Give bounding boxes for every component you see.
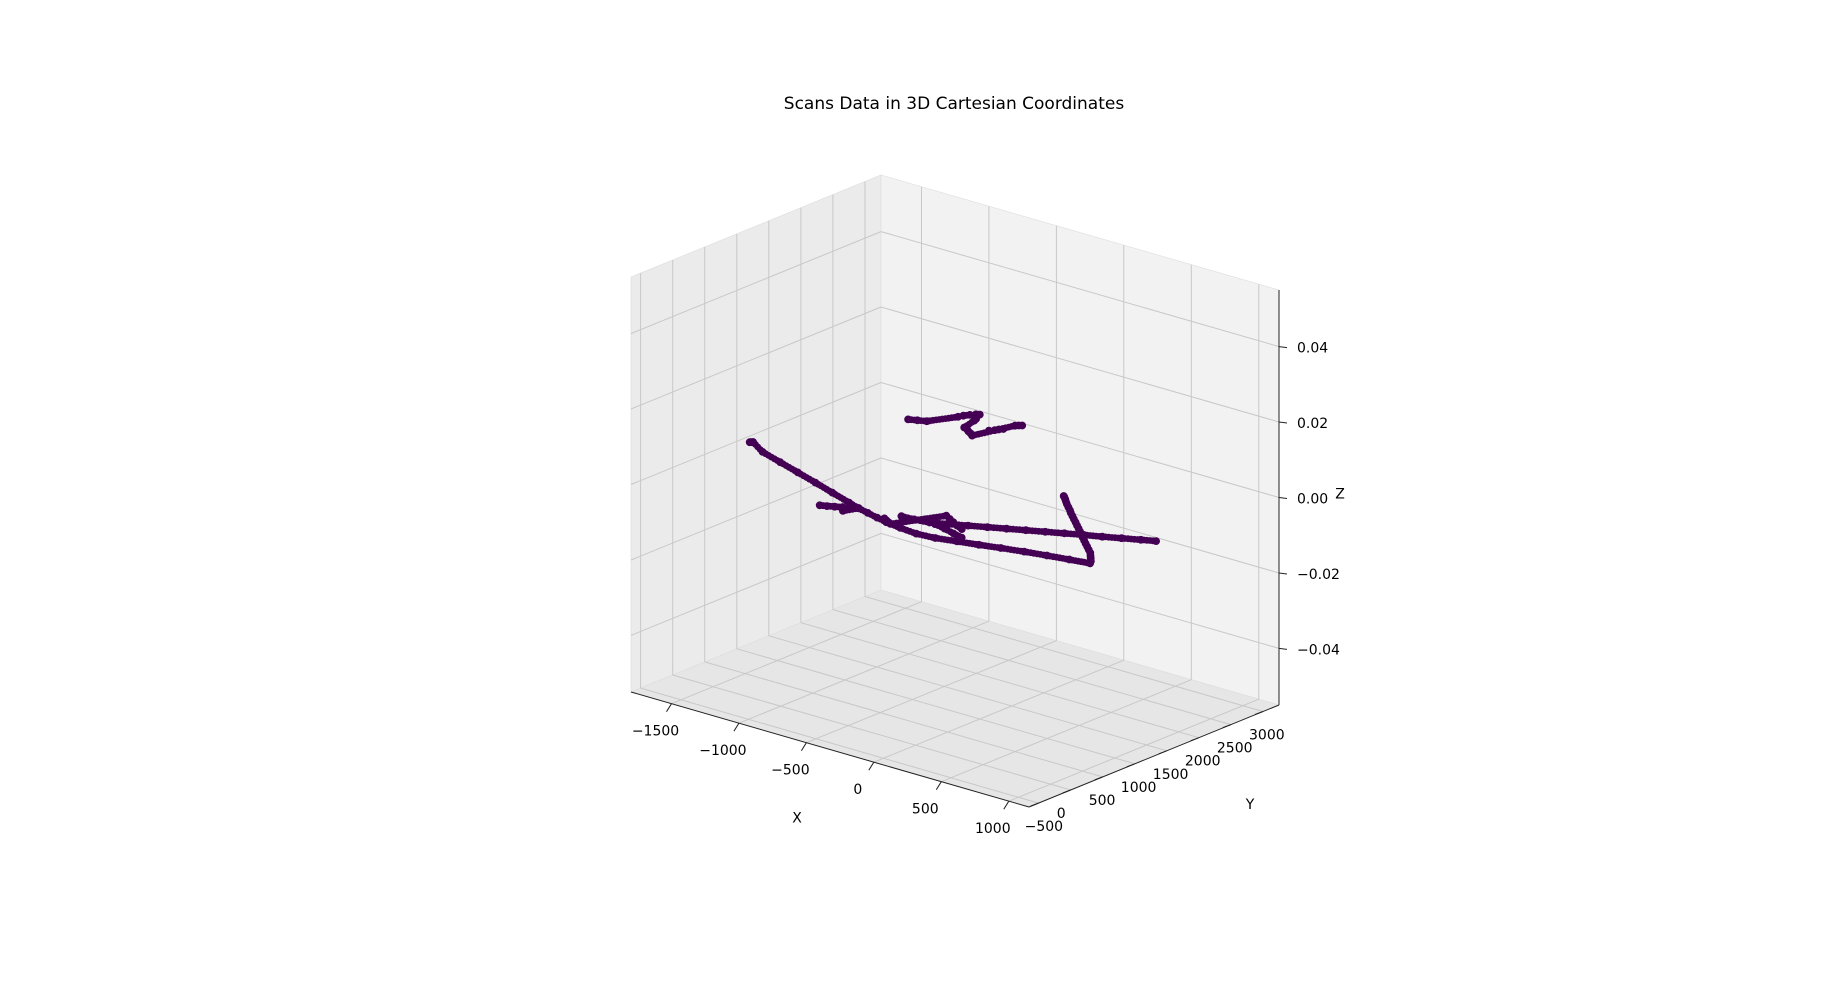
axis-panes [630,174,1280,808]
axes [630,290,1288,810]
scatter-points [745,410,1160,568]
z-tick [1278,346,1288,349]
grid-y-floor [704,661,1103,778]
z-tick-label: −0.02 [1297,567,1340,583]
y-tick [1062,789,1071,794]
scatter-point [1018,421,1027,430]
x-axis-label: X [792,811,802,827]
grid-z-left [630,306,882,410]
grid-z-back [880,457,1280,574]
scatter-point [1152,537,1160,545]
z-tick [1278,421,1288,424]
grid-z-back [880,532,1280,649]
grid-lines [630,181,1280,804]
grid-y-floor [832,609,1232,726]
y-tick-label: −500 [1025,819,1063,835]
y-tick [1254,711,1264,715]
scatter-point [957,533,966,542]
z-tick-label: −0.04 [1297,642,1340,658]
y-tick-label: 2000 [1185,754,1221,770]
z-tick [1278,647,1288,650]
z-tick-label: 0.04 [1297,341,1328,357]
z-axis-label: Z [1335,487,1345,503]
grid-y-floor [768,635,1167,752]
z-tick-label: 0.02 [1297,416,1328,432]
y-tick-label: 1000 [1121,780,1157,796]
z-tick [1278,497,1288,499]
grid-z-back [880,306,1280,423]
grid-z-back [880,382,1280,498]
y-tick [1222,724,1232,729]
x-tick [666,703,672,712]
x-tick [935,781,942,790]
x-tick [868,761,875,771]
y-tick [1158,750,1167,755]
x-tick-label: 0 [853,782,862,798]
x-tick [800,742,807,751]
x-tick-label: 1000 [975,821,1011,837]
chart-title: Scans Data in 3D Cartesian Coordinates [784,94,1125,114]
grid-z-left [630,457,882,561]
grid-y-floor [640,687,1039,804]
z-tick-label: 0.00 [1297,492,1328,508]
y-tick [1190,737,1200,742]
y-tick [1126,763,1135,768]
scatter-point [1059,492,1068,500]
x-tick-label: −1500 [632,724,679,740]
y-tick [1094,776,1103,781]
y-axis-label: Y [1245,797,1255,813]
grid-z-left [630,231,882,335]
y-tick-label: 1500 [1153,767,1189,783]
grid-z-back [880,231,1280,348]
z-tick [1278,572,1288,575]
grid-y-floor [800,622,1200,739]
grid-y-floor [736,648,1135,765]
y-tick-label: 500 [1089,793,1116,809]
y-tick-label: 0 [1057,806,1066,822]
grid-y-floor [672,674,1071,791]
x-tick-label: −1000 [699,743,746,759]
x-axis-line [630,691,1030,808]
x-tick [733,722,740,732]
grid-z-left [630,382,882,485]
y-tick-label: 3000 [1249,728,1285,744]
y-tick [1030,802,1039,807]
y-tick-label: 2500 [1217,741,1253,757]
grid-y-floor [864,596,1264,712]
grid-z-left [630,532,882,636]
x-tick-label: −500 [771,763,809,779]
x-tick [1003,800,1010,810]
scatter-point [957,525,966,533]
x-tick-label: 500 [912,802,939,818]
